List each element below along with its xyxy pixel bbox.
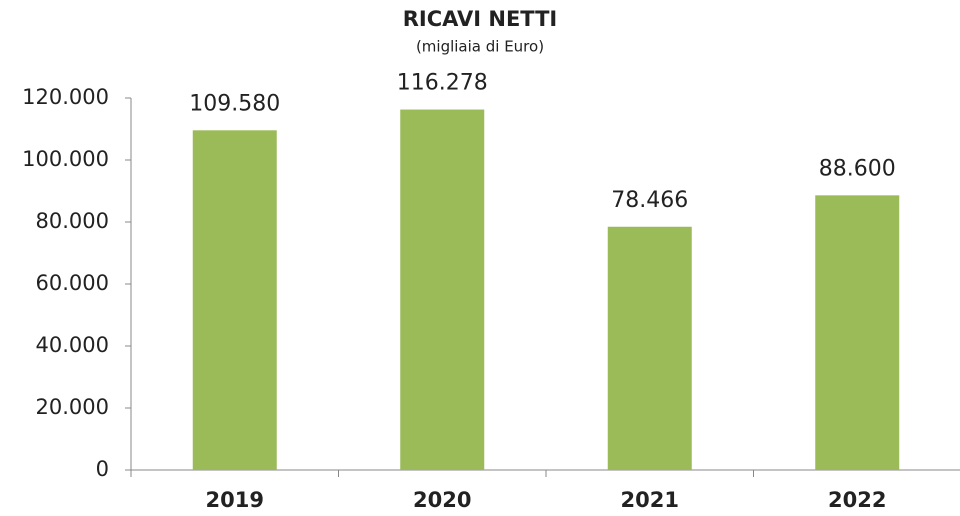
data-label: 88.600 [819, 156, 896, 181]
data-label: 116.278 [397, 71, 488, 96]
y-tick-label: 80.000 [36, 209, 109, 233]
x-tick-label: 2019 [206, 488, 264, 512]
data-label: 78.466 [611, 188, 688, 213]
y-tick-label: 120.000 [22, 85, 109, 109]
y-tick-label: 40.000 [36, 333, 109, 357]
chart-title: RICAVI NETTI [403, 7, 557, 31]
bar [607, 226, 692, 470]
x-tick-label: 2021 [621, 488, 679, 512]
y-tick-label: 60.000 [36, 271, 109, 295]
bar [815, 195, 900, 470]
x-tick-label: 2020 [413, 488, 471, 512]
chart-subtitle: (migliaia di Euro) [416, 38, 544, 56]
x-tick-label: 2022 [828, 488, 886, 512]
data-label: 109.580 [189, 91, 280, 116]
y-tick-label: 100.000 [22, 147, 109, 171]
y-tick-label: 20.000 [36, 395, 109, 419]
bar [192, 130, 277, 470]
y-tick-label: 0 [96, 457, 109, 481]
bar [400, 109, 485, 470]
